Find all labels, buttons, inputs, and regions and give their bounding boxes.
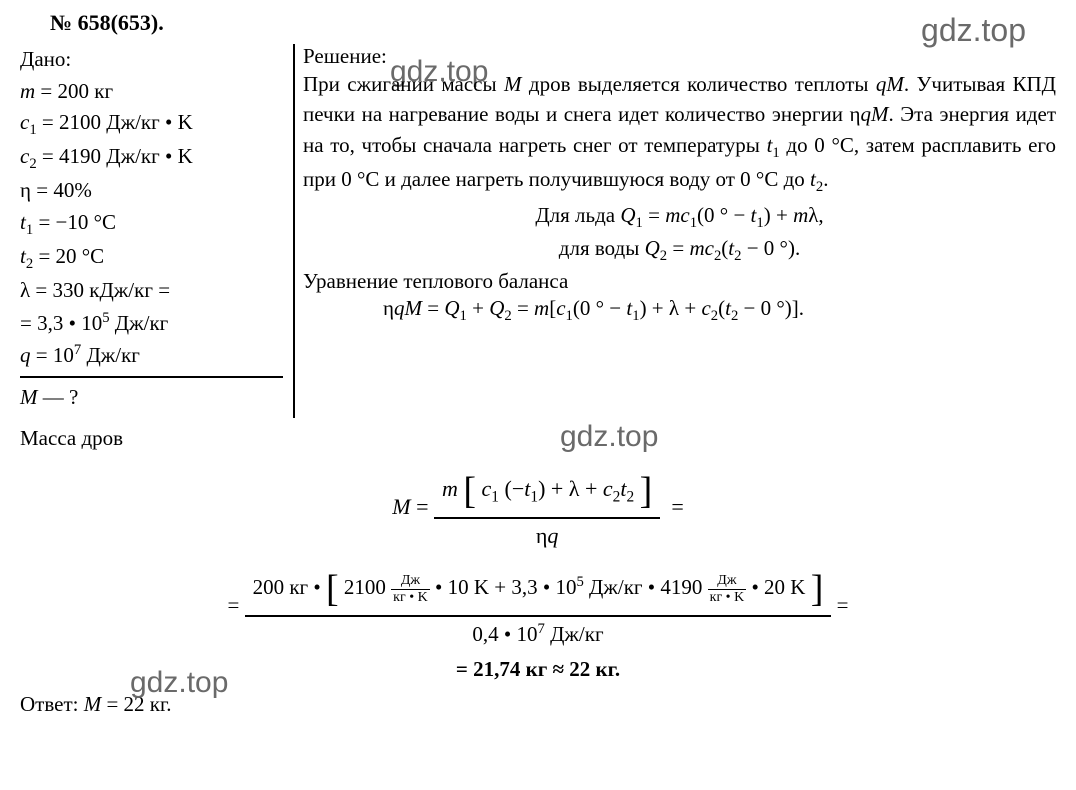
- unit-den: кг • K: [708, 590, 747, 606]
- numeric-substitution: = 200 кг • [ 2100 Джкг • K • 10 K + 3,3 …: [20, 567, 1056, 647]
- given-column: Дано: m = 200 кг c1 = 2100 Дж/кг • K c2 …: [20, 44, 295, 418]
- given-heading: Дано:: [20, 44, 283, 76]
- solution-paragraph: При сжигании массы M дров выделяется кол…: [303, 69, 1056, 199]
- balance-label: Уравнение теплового баланса: [303, 269, 1056, 294]
- given-t2: t2 = 20 °C: [20, 241, 283, 275]
- formula-denominator: ηq: [434, 519, 660, 549]
- top-section: Дано: m = 200 кг c1 = 2100 Дж/кг • K c2 …: [20, 44, 1056, 418]
- formula-numerator: m [ c1 (−t1) + λ + c2t2 ]: [434, 469, 660, 519]
- solution-column: Решение: При сжигании массы M дров выдел…: [295, 44, 1056, 418]
- numeric-denominator: 0,4 • 107 Дж/кг: [245, 617, 832, 647]
- unit-num: Дж: [391, 573, 430, 590]
- mass-label: Масса дров: [20, 426, 1056, 451]
- answer: Ответ: M = 22 кг.: [20, 692, 1056, 717]
- given-m: m = 200 кг: [20, 76, 283, 108]
- given-t1: t1 = −10 °C: [20, 207, 283, 241]
- given-eta: η = 40%: [20, 175, 283, 207]
- given-lambda2: = 3,3 • 105 Дж/кг: [20, 307, 283, 340]
- problem-number: № 658(653).: [20, 10, 1056, 36]
- result: = 21,74 кг ≈ 22 кг.: [20, 657, 1056, 682]
- balance-equation: ηqM = Q1 + Q2 = m[c1(0 ° − t1) + λ + c2(…: [303, 296, 1056, 325]
- water-formula: для воды Q2 = mc2(t2 − 0 °).: [303, 236, 1056, 265]
- ice-formula: Для льда Q1 = mc1(0 ° − t1) + mλ,: [303, 203, 1056, 232]
- unit-num: Дж: [708, 573, 747, 590]
- given-lambda1: λ = 330 кДж/кг =: [20, 275, 283, 307]
- answer-label: Ответ:: [20, 692, 78, 716]
- unit-den: кг • K: [391, 590, 430, 606]
- given-c1: c1 = 2100 Дж/кг • K: [20, 107, 283, 141]
- given-c2: c2 = 4190 Дж/кг • K: [20, 141, 283, 175]
- given-find: M — ?: [20, 376, 283, 414]
- numeric-numerator: 200 кг • [ 2100 Джкг • K • 10 K + 3,3 • …: [245, 567, 832, 617]
- given-q: q = 107 Дж/кг: [20, 339, 283, 372]
- solution-heading: Решение:: [303, 44, 1056, 69]
- main-formula: M = m [ c1 (−t1) + λ + c2t2 ] ηq =: [20, 469, 1056, 549]
